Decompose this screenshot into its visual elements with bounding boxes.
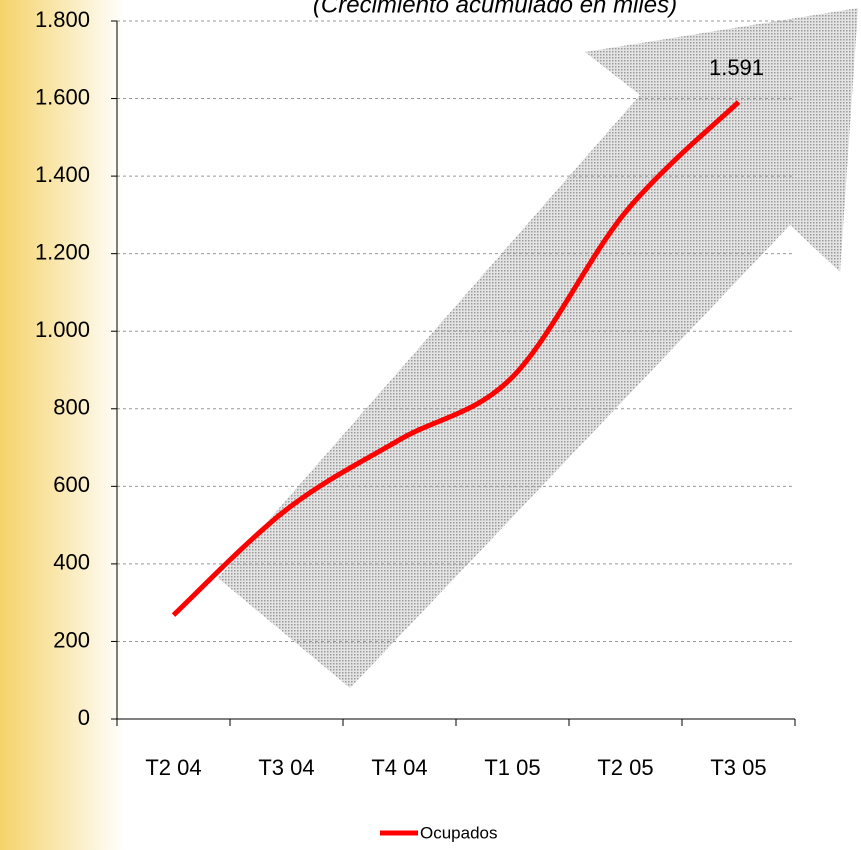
y-tick-label: 1.800 [35,7,90,32]
x-tick-label: T2 04 [145,755,201,780]
y-tick-label: 0 [78,705,90,730]
y-tick-label: 800 [53,395,90,420]
y-tick-label: 1.200 [35,239,90,264]
y-tick-label: 600 [53,472,90,497]
x-tick-label: T4 04 [371,755,427,780]
legend-label: Ocupados [420,823,498,842]
chart-title: (Crecimiento acumulado en miles) [313,0,677,18]
y-tick-label: 1.400 [35,162,90,187]
x-tick-label: T2 05 [597,755,653,780]
background-strip [0,0,125,850]
x-tick-label: T3 05 [710,755,766,780]
series-line [171,100,741,617]
data-label: 1.591 [709,55,764,80]
x-tick-label: T1 05 [484,755,540,780]
x-tick-label: T3 04 [258,755,314,780]
y-tick-label: 1.000 [35,317,90,342]
y-tick-label: 1.600 [35,84,90,109]
y-tick-label: 200 [53,627,90,652]
y-tick-label: 400 [53,550,90,575]
